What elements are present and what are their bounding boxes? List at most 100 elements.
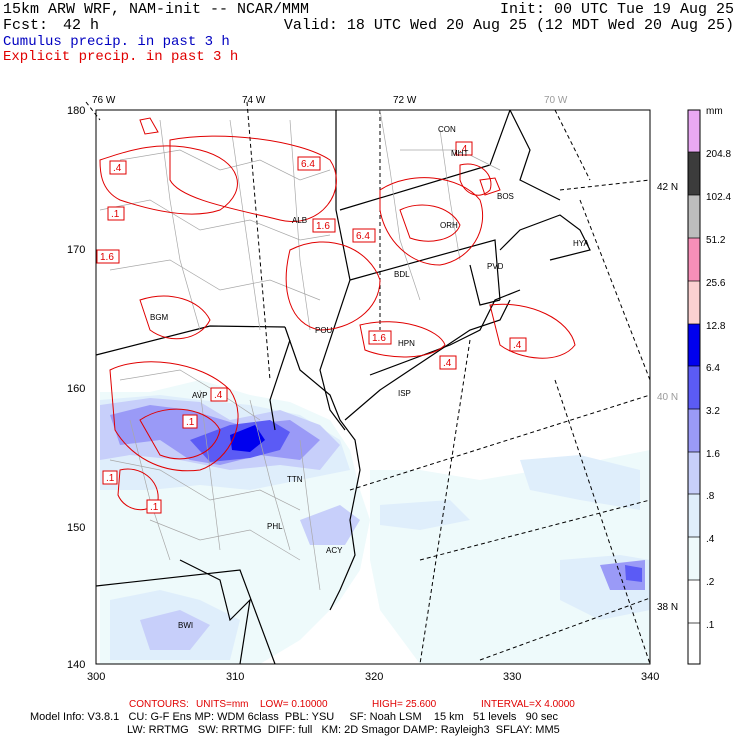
station-bwi: BWI (178, 621, 193, 630)
forecast-label: Fcst: (3, 17, 49, 34)
colorbar-level: .2 (706, 577, 715, 588)
axis-labels: 180 170 160 150 140 300 310 320 330 340 (67, 105, 659, 683)
station-ttn: TTN (287, 475, 303, 484)
station-bgm: BGM (150, 313, 169, 322)
y-tick: 140 (67, 659, 85, 671)
contour-label: .1 (146, 499, 162, 514)
svg-text:1.6: 1.6 (316, 221, 330, 232)
svg-text:.4: .4 (443, 358, 452, 369)
latlon-grid (85, 101, 651, 665)
svg-text:.1: .1 (186, 417, 195, 428)
contour-label: .1 (102, 470, 118, 485)
contour-label: 6.4 (352, 228, 376, 243)
svg-text:1.6: 1.6 (372, 333, 386, 344)
contours-high: HIGH= 25.600 (372, 699, 437, 710)
svg-text:.4: .4 (113, 163, 122, 174)
station-bos: BOS (497, 192, 514, 201)
colorbar-level: .1 (706, 620, 715, 631)
station-mht: MHT (451, 149, 468, 158)
x-tick: 330 (503, 671, 521, 683)
y-tick: 170 (67, 244, 85, 256)
station-orh: ORH (440, 221, 458, 230)
plot-frame (95, 109, 651, 665)
contours-interval: INTERVAL=X 4.0000 (481, 699, 575, 710)
colorbar-level: 3.2 (706, 406, 720, 417)
colorbar-unit: mm (706, 106, 723, 117)
station-phl: PHL (267, 522, 283, 531)
station-acy: ACY (326, 546, 343, 555)
init-time: Init: 00 UTC Tue 19 Aug 25 (499, 1, 734, 18)
contour-label: .4 (109, 160, 127, 175)
explicit-precip-contours (99, 117, 576, 510)
svg-text:.4: .4 (459, 144, 468, 155)
model-info-line2: LW: RRTMG SW: RRTMG DIFF: full KM: 2D Sm… (127, 724, 560, 736)
colorbar-level: 204.8 (706, 149, 731, 160)
colorbar-level: 6.4 (706, 363, 720, 374)
contour-label: .4 (509, 337, 527, 352)
station-pvd: PVD (487, 262, 504, 271)
colorbar-level: 102.4 (706, 192, 731, 203)
valid-time: Valid: 18 UTC Wed 20 Aug 25 (12 MDT Wed … (283, 17, 734, 34)
svg-text:.4: .4 (513, 340, 522, 351)
colorbar-level: 51.2 (706, 235, 726, 246)
contours-low: LOW= 0.10000 (260, 699, 328, 710)
colorbar-level: 1.6 (706, 449, 720, 460)
precip-shading (100, 380, 650, 664)
svg-text:.1: .1 (106, 473, 115, 484)
contour-label: .1 (182, 414, 198, 429)
station-con: CON (438, 125, 456, 134)
colorbar-level: 12.8 (706, 321, 726, 332)
model-info-line1: Model Info: V3.8.1 CU: G-F Ens MP: WDM 6… (30, 711, 558, 723)
svg-text:.4: .4 (214, 390, 223, 401)
explicit-precip-label: Explicit precip. in past 3 h (3, 49, 239, 65)
station-pou: POU (315, 326, 333, 335)
contour-label: .4 (439, 355, 457, 370)
x-tick: 340 (641, 671, 659, 683)
station-labels: CON MHT BOS HYA ORH PVD BDL ALB BGM POU … (150, 125, 590, 630)
station-hya: HYA (573, 239, 590, 248)
svg-text:38 N: 38 N (657, 602, 678, 613)
x-tick: 310 (226, 671, 244, 683)
svg-text:76 W: 76 W (92, 95, 116, 106)
station-alb: ALB (292, 216, 307, 225)
contour-label: 1.6 (96, 249, 120, 264)
contour-label: .1 (107, 206, 125, 221)
latlon-labels: 76 W 74 W 72 W 70 W 42 N 40 N 38 N (92, 95, 678, 613)
x-tick: 300 (87, 671, 105, 683)
y-tick: 180 (67, 105, 85, 117)
station-avp: AVP (192, 391, 207, 400)
contour-label: 6.4 (297, 156, 321, 171)
svg-text:6.4: 6.4 (356, 231, 370, 242)
svg-text:70 W: 70 W (544, 95, 568, 106)
y-tick: 160 (67, 383, 85, 395)
y-tick: 150 (67, 522, 85, 534)
x-tick: 320 (365, 671, 383, 683)
svg-text:42 N: 42 N (657, 182, 678, 193)
contour-label: 1.6 (312, 218, 336, 233)
svg-text:40 N: 40 N (657, 392, 678, 403)
colorbar-level: .8 (706, 491, 715, 502)
svg-text:74 W: 74 W (242, 95, 266, 106)
svg-text:6.4: 6.4 (301, 159, 315, 170)
contour-label: .4 (455, 141, 473, 156)
contour-label: 1.6 (368, 330, 392, 345)
colorbar: mm 204.8 102.4 51.2 25.6 12.8 6.4 3.2 1.… (687, 106, 731, 665)
station-hpn: HPN (398, 339, 415, 348)
station-isp: ISP (398, 389, 411, 398)
contour-labels: 6.4 1.6 6.4 .4 .1 1.6 1.6 .4 .4 .1 .1 .1… (96, 141, 527, 514)
svg-text:72 W: 72 W (393, 95, 417, 106)
coastlines-states (95, 109, 591, 665)
contours-label: CONTOURS: (129, 699, 189, 710)
colorbar-level: 25.6 (706, 278, 726, 289)
svg-text:.1: .1 (111, 209, 120, 220)
svg-text:.1: .1 (150, 502, 159, 513)
svg-text:1.6: 1.6 (100, 252, 114, 263)
forecast-hour: 42 h (63, 17, 100, 34)
contours-units: UNITS=mm (196, 699, 249, 710)
contour-label: .4 (210, 387, 228, 402)
cumulus-precip-label: Cumulus precip. in past 3 h (3, 34, 230, 50)
colorbar-level: .4 (706, 534, 715, 545)
station-bdl: BDL (394, 270, 410, 279)
model-title: 15km ARW WRF, NAM-init -- NCAR/MMM (3, 1, 310, 18)
